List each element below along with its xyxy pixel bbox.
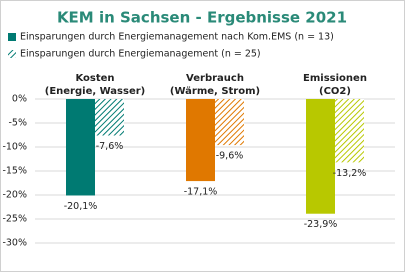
y-tick-label: 0% <box>12 94 27 105</box>
bar <box>186 99 215 182</box>
y-tick-label: -10% <box>2 142 27 153</box>
y-tick-label: -15% <box>2 166 27 177</box>
bar <box>306 99 335 214</box>
bar <box>335 99 364 163</box>
value-label: -13,2% <box>333 168 367 179</box>
chart-title: KEM in Sachsen - Ergebnisse 2021 <box>57 9 347 27</box>
value-label: -7,6% <box>96 141 124 152</box>
y-tick-label: -5% <box>9 118 28 129</box>
y-tick-label: -25% <box>2 214 27 225</box>
category-label: Emissionen <box>303 73 367 84</box>
category-label: Kosten <box>75 73 114 84</box>
bar <box>95 99 124 136</box>
category-label: Verbrauch <box>186 73 244 84</box>
category-label: (Wärme, Strom) <box>170 86 260 97</box>
legend-label: Einsparungen durch Energiemanagement (n … <box>20 49 261 60</box>
bar <box>66 99 95 196</box>
value-label: -20,1% <box>64 201 98 212</box>
value-label: -9,6% <box>216 151 244 162</box>
y-tick-label: -30% <box>2 238 27 249</box>
value-label: -23,9% <box>304 219 338 230</box>
value-label: -17,1% <box>184 187 218 198</box>
category-label: (CO2) <box>319 86 351 97</box>
y-tick-label: -20% <box>2 190 27 201</box>
legend-swatch <box>8 33 16 41</box>
category-label: (Energie, Wasser) <box>45 86 146 97</box>
legend-swatch <box>8 50 16 58</box>
bar <box>215 99 244 146</box>
legend-label: Einsparungen durch Energiemanagement nac… <box>20 32 334 43</box>
